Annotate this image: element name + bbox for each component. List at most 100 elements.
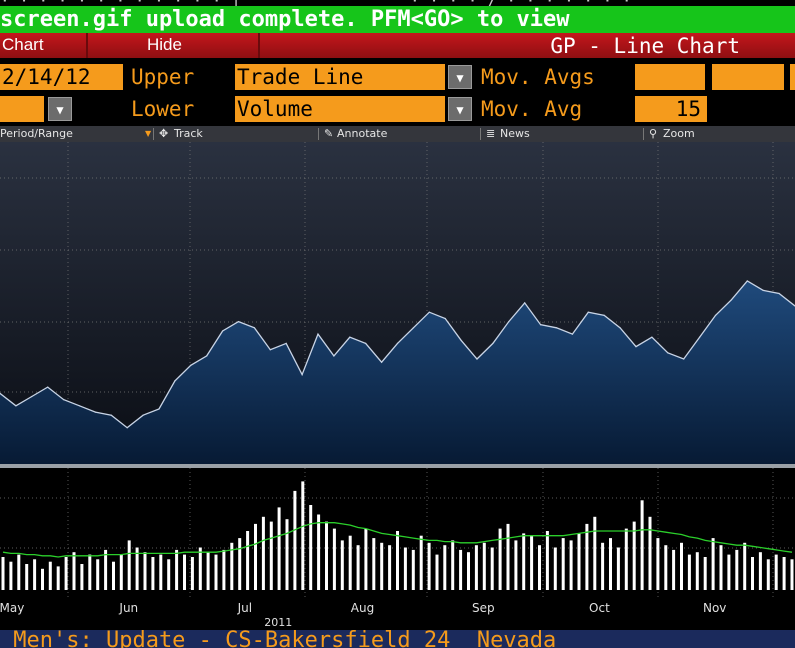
chart-tools-bar: Period/Range ▼ ✥ Track ✎ Annotate ≣ News… bbox=[0, 126, 795, 143]
volume-bar bbox=[127, 540, 131, 590]
x-tick-label: Aug bbox=[350, 601, 375, 615]
volume-bar bbox=[561, 538, 565, 590]
volume-moving-average-line bbox=[2, 522, 793, 558]
volume-bar bbox=[159, 554, 163, 590]
lower-label: Lower bbox=[131, 97, 195, 121]
chart-toolbar-red: Chart Hide GP - Line Chart bbox=[0, 33, 795, 58]
hide-button[interactable]: Hide bbox=[147, 35, 182, 54]
volume-bar bbox=[143, 552, 147, 590]
price-point bbox=[714, 314, 717, 316]
volume-bar bbox=[419, 535, 423, 590]
price-chart[interactable] bbox=[0, 142, 795, 465]
volume-bar bbox=[340, 540, 344, 590]
period-range-button[interactable]: Period/Range bbox=[0, 126, 73, 142]
period-dropdown-icon[interactable]: ▼ bbox=[145, 129, 152, 138]
upper-dropdown-arrow[interactable]: ▼ bbox=[448, 65, 472, 89]
volume-bar bbox=[530, 535, 534, 590]
volume-bar bbox=[680, 542, 683, 590]
price-point bbox=[778, 292, 780, 295]
annotate-button[interactable]: Annotate bbox=[337, 127, 388, 140]
date-field[interactable]: 2/14/12 bbox=[0, 64, 123, 90]
volume-bar bbox=[380, 542, 384, 590]
price-point bbox=[269, 349, 271, 351]
volume-bar bbox=[388, 545, 392, 590]
volume-bar bbox=[198, 547, 202, 590]
price-point bbox=[301, 374, 303, 376]
price-point bbox=[94, 411, 96, 413]
upper-label: Upper bbox=[131, 65, 195, 89]
price-point bbox=[699, 336, 701, 338]
track-button[interactable]: Track bbox=[174, 127, 203, 140]
price-point bbox=[396, 342, 399, 344]
volume-bar bbox=[585, 523, 589, 590]
volume-bar bbox=[427, 542, 431, 590]
price-point bbox=[317, 333, 319, 335]
mov-avgs-field-1[interactable] bbox=[635, 64, 705, 90]
lower-left-field[interactable] bbox=[0, 96, 44, 122]
volume-chart[interactable] bbox=[0, 468, 795, 600]
volume-bar bbox=[325, 521, 328, 590]
price-point bbox=[540, 324, 542, 326]
news-button[interactable]: News bbox=[500, 127, 530, 140]
volume-bar bbox=[522, 533, 526, 590]
volume-bar bbox=[482, 542, 486, 590]
price-point bbox=[349, 336, 351, 338]
top-strip-left: · · · · · · · · · · · · | bbox=[0, 0, 241, 6]
track-icon[interactable]: ✥ bbox=[159, 127, 169, 140]
volume-bar bbox=[443, 545, 447, 590]
lower-dropdown-arrow[interactable]: ▼ bbox=[448, 97, 472, 121]
chart-menu-button[interactable]: Chart bbox=[2, 35, 44, 54]
volume-bar bbox=[538, 545, 541, 590]
price-point bbox=[476, 358, 478, 360]
mov-avgs-label: Mov. Avgs bbox=[481, 65, 595, 89]
volume-bar bbox=[695, 552, 699, 590]
price-point bbox=[237, 321, 240, 323]
zoom-icon[interactable]: ⚲ bbox=[649, 127, 658, 140]
tool-divider bbox=[153, 128, 154, 140]
price-point bbox=[333, 355, 335, 357]
volume-bar bbox=[104, 549, 108, 590]
toolbar-divider bbox=[86, 33, 88, 58]
volume-bar bbox=[48, 561, 52, 590]
lower-type-select[interactable]: Volume bbox=[235, 96, 445, 122]
mov-avgs-field-3[interactable] bbox=[790, 64, 795, 90]
volume-bar bbox=[514, 540, 518, 590]
price-point bbox=[683, 358, 685, 360]
price-point bbox=[555, 327, 558, 329]
volume-bar bbox=[17, 554, 21, 590]
zoom-button[interactable]: Zoom bbox=[663, 127, 695, 140]
annotate-icon[interactable]: ✎ bbox=[324, 127, 334, 140]
price-point bbox=[158, 408, 160, 410]
price-point bbox=[174, 380, 176, 382]
volume-grid bbox=[0, 468, 795, 600]
price-point bbox=[222, 330, 224, 332]
volume-bar bbox=[664, 545, 668, 590]
mov-avg-period-field[interactable]: 15 bbox=[635, 96, 707, 122]
volume-bar bbox=[246, 531, 250, 590]
volume-bar bbox=[743, 542, 747, 590]
volume-bar bbox=[269, 521, 273, 590]
price-point bbox=[0, 392, 1, 394]
volume-bar bbox=[88, 554, 92, 590]
tool-divider bbox=[643, 128, 644, 140]
volume-bar bbox=[735, 549, 739, 590]
price-point bbox=[110, 414, 112, 416]
volume-bar bbox=[467, 552, 470, 590]
volume-bar bbox=[167, 559, 171, 590]
upper-type-select[interactable]: Trade Line bbox=[235, 64, 445, 90]
price-point bbox=[508, 321, 510, 323]
mov-avgs-field-2[interactable] bbox=[712, 64, 784, 90]
volume-bar bbox=[727, 554, 731, 590]
volume-bar bbox=[33, 559, 37, 590]
lower-left-dropdown-arrow[interactable]: ▼ bbox=[48, 97, 72, 121]
volume-bar bbox=[403, 547, 407, 590]
price-point bbox=[190, 364, 192, 366]
volume-bar bbox=[56, 566, 60, 590]
price-point bbox=[730, 299, 733, 301]
price-point bbox=[524, 302, 526, 304]
news-icon[interactable]: ≣ bbox=[486, 127, 496, 140]
price-point bbox=[365, 342, 367, 344]
panel-divider[interactable] bbox=[0, 464, 795, 468]
volume-bar bbox=[348, 535, 352, 590]
volume-bar bbox=[317, 514, 321, 590]
